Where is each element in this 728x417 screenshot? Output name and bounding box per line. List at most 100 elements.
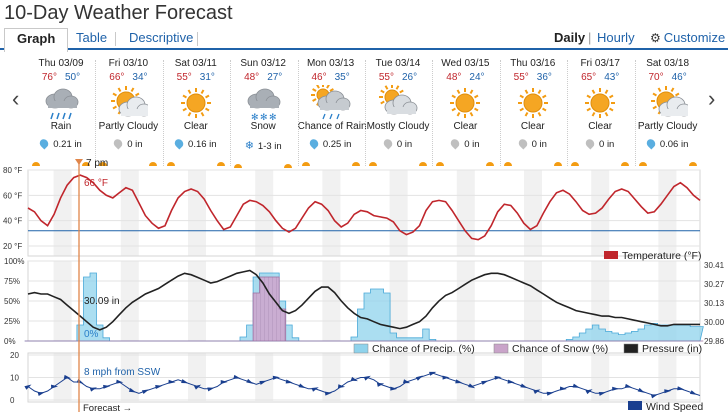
sun-times-icon xyxy=(95,153,161,171)
y-tick-label-right: 30.27 xyxy=(704,280,725,289)
high-temp: 66° xyxy=(109,72,125,83)
current-pressure-label: 30.09 in xyxy=(84,296,120,307)
y-tick-label: 40 °F xyxy=(3,217,22,226)
wind-direction-arrow xyxy=(442,375,450,380)
hourly-toggle[interactable]: Hourly xyxy=(597,30,635,45)
svg-text:✻: ✻ xyxy=(251,112,259,121)
wind-direction-arrow xyxy=(89,387,98,392)
condition-label: Partly Cloudy xyxy=(98,121,159,132)
y-tick-label: 80 °F xyxy=(3,166,22,175)
precipitation-chart: 100% 75% 50% 25% 0% 30.41 30.27 30.13 30.00 29.86… xyxy=(4,257,725,355)
day-column[interactable]: Fri 03/10 66° 34° Partly Cloudy 0 in xyxy=(95,58,161,168)
wind-direction-arrow xyxy=(376,382,385,387)
y-tick-label: 60 °F xyxy=(3,191,22,200)
night-band xyxy=(53,170,72,256)
condition-label: Partly Cloudy xyxy=(637,121,698,132)
night-band xyxy=(658,170,677,256)
wind-direction-arrow xyxy=(37,392,45,396)
day-label: Wed 03/15 xyxy=(441,58,490,69)
wind-direction-arrow xyxy=(664,389,672,394)
wind-direction-arrow xyxy=(233,374,241,379)
day-column[interactable]: Fri 03/17 65° 43° Clear 0 in xyxy=(567,58,633,168)
snow-chance-area xyxy=(24,276,704,342)
precip-amount: 0.25 in xyxy=(322,139,352,150)
low-temp: 36° xyxy=(536,72,552,83)
clear-icon xyxy=(180,88,211,118)
wind-direction-arrow xyxy=(415,375,423,381)
wind-direction-arrow xyxy=(103,384,111,389)
gear-icon: ⚙ xyxy=(650,31,661,45)
wind-direction-arrow xyxy=(246,378,254,384)
wind-direction-arrow xyxy=(429,371,437,376)
low-temp: 24° xyxy=(469,72,485,83)
sun-times-icon xyxy=(230,155,296,173)
wind-direction-arrow xyxy=(455,379,463,384)
pressure-line xyxy=(27,269,700,331)
partly-cloudy-icon xyxy=(111,86,149,117)
wind-legend-label: Wind Speed xyxy=(646,401,703,413)
wind-direction-arrow xyxy=(533,389,541,395)
tab-graph[interactable]: Graph xyxy=(4,28,69,52)
wind-direction-arrow xyxy=(494,375,502,380)
chance-rain-icon xyxy=(310,85,350,120)
tab-separator xyxy=(197,32,198,46)
night-band xyxy=(322,170,341,256)
condition-label: Rain xyxy=(50,121,72,132)
wind-legend-swatch xyxy=(628,401,642,410)
customize-button[interactable]: ⚙ Customize xyxy=(650,30,725,45)
precip-legend-label: Chance of Precip. (%) xyxy=(372,343,475,355)
precip-amount: 0 in xyxy=(599,139,615,150)
y-tick-label-right: 30.13 xyxy=(704,299,725,308)
sun-times-icon xyxy=(432,153,498,171)
day-label: Sat 03/18 xyxy=(646,58,689,69)
day-column[interactable]: Mon 03/13 46° 35° Chance of Rain 0.25 in xyxy=(297,58,367,168)
low-temp: 27° xyxy=(267,72,283,83)
tab-descriptive[interactable]: Descriptive xyxy=(129,30,194,45)
high-temp: 48° xyxy=(446,72,462,83)
day-column[interactable]: Sun 03/12 48° 27° ✻ ✻ ✻ Snow ❄ 1-3 in xyxy=(230,58,296,168)
day-divider xyxy=(162,60,164,166)
day-column[interactable]: Tue 03/14 55° 26° Mostly Cloudy 0 in xyxy=(365,58,431,168)
next-arrow-icon[interactable]: › xyxy=(708,86,716,111)
precip-legend-swatch xyxy=(353,343,369,354)
precip-amount: 0 in xyxy=(396,139,413,150)
wind-direction-arrow xyxy=(363,375,371,381)
day-label: Thu 03/16 xyxy=(510,58,556,69)
day-column[interactable]: Wed 03/15 48° 24° Clear 0 in xyxy=(432,58,498,168)
day-divider xyxy=(567,60,569,166)
temperature-line xyxy=(27,174,701,241)
low-temp: 26° xyxy=(402,72,418,83)
wind-direction-arrow xyxy=(337,384,346,389)
night-band xyxy=(255,170,274,256)
wind-direction-arrow xyxy=(128,388,137,393)
wind-chart: 20 10 0 Wind Speed 8 mph from SSW xyxy=(10,351,703,413)
wind-direction-arrow xyxy=(298,383,306,389)
wind-direction-arrow xyxy=(559,386,567,391)
previous-arrow-icon[interactable]: ‹ xyxy=(12,86,20,111)
day-column[interactable]: Thu 03/09 76° 50° Rain 0.21 in xyxy=(28,58,94,168)
snow-legend-swatch xyxy=(493,343,509,354)
condition-label: Chance of Rain xyxy=(297,121,367,132)
wind-direction-arrow xyxy=(324,391,333,396)
day-label: Fri 03/10 xyxy=(108,58,149,69)
wind-direction-arrow xyxy=(194,384,202,390)
wind-direction-arrow xyxy=(402,379,411,384)
day-divider xyxy=(95,60,97,166)
day-column[interactable]: Thu 03/16 55° 36° Clear 0 in xyxy=(500,58,566,168)
tab-table[interactable]: Table xyxy=(76,30,108,45)
condition-label: Snow xyxy=(250,121,276,132)
wind-direction-arrow xyxy=(689,390,698,395)
low-temp: 46° xyxy=(671,72,687,83)
clear-icon xyxy=(450,88,481,118)
daily-toggle[interactable]: Daily xyxy=(554,30,586,45)
wind-direction-arrow xyxy=(207,387,215,392)
day-column[interactable]: Sat 03/11 55° 31° Clear 0.16 in xyxy=(163,58,229,168)
high-temp: 46° xyxy=(311,72,327,83)
condition-label: Clear xyxy=(453,121,478,132)
day-label: Sun 03/12 xyxy=(240,58,286,69)
day-divider xyxy=(499,60,501,166)
wind-direction-arrow xyxy=(572,383,580,388)
precip-amount: 0.06 in xyxy=(659,139,689,150)
day-column[interactable]: Sat 03/18 70° 46° Partly Cloudy 0.06 in xyxy=(635,58,701,168)
